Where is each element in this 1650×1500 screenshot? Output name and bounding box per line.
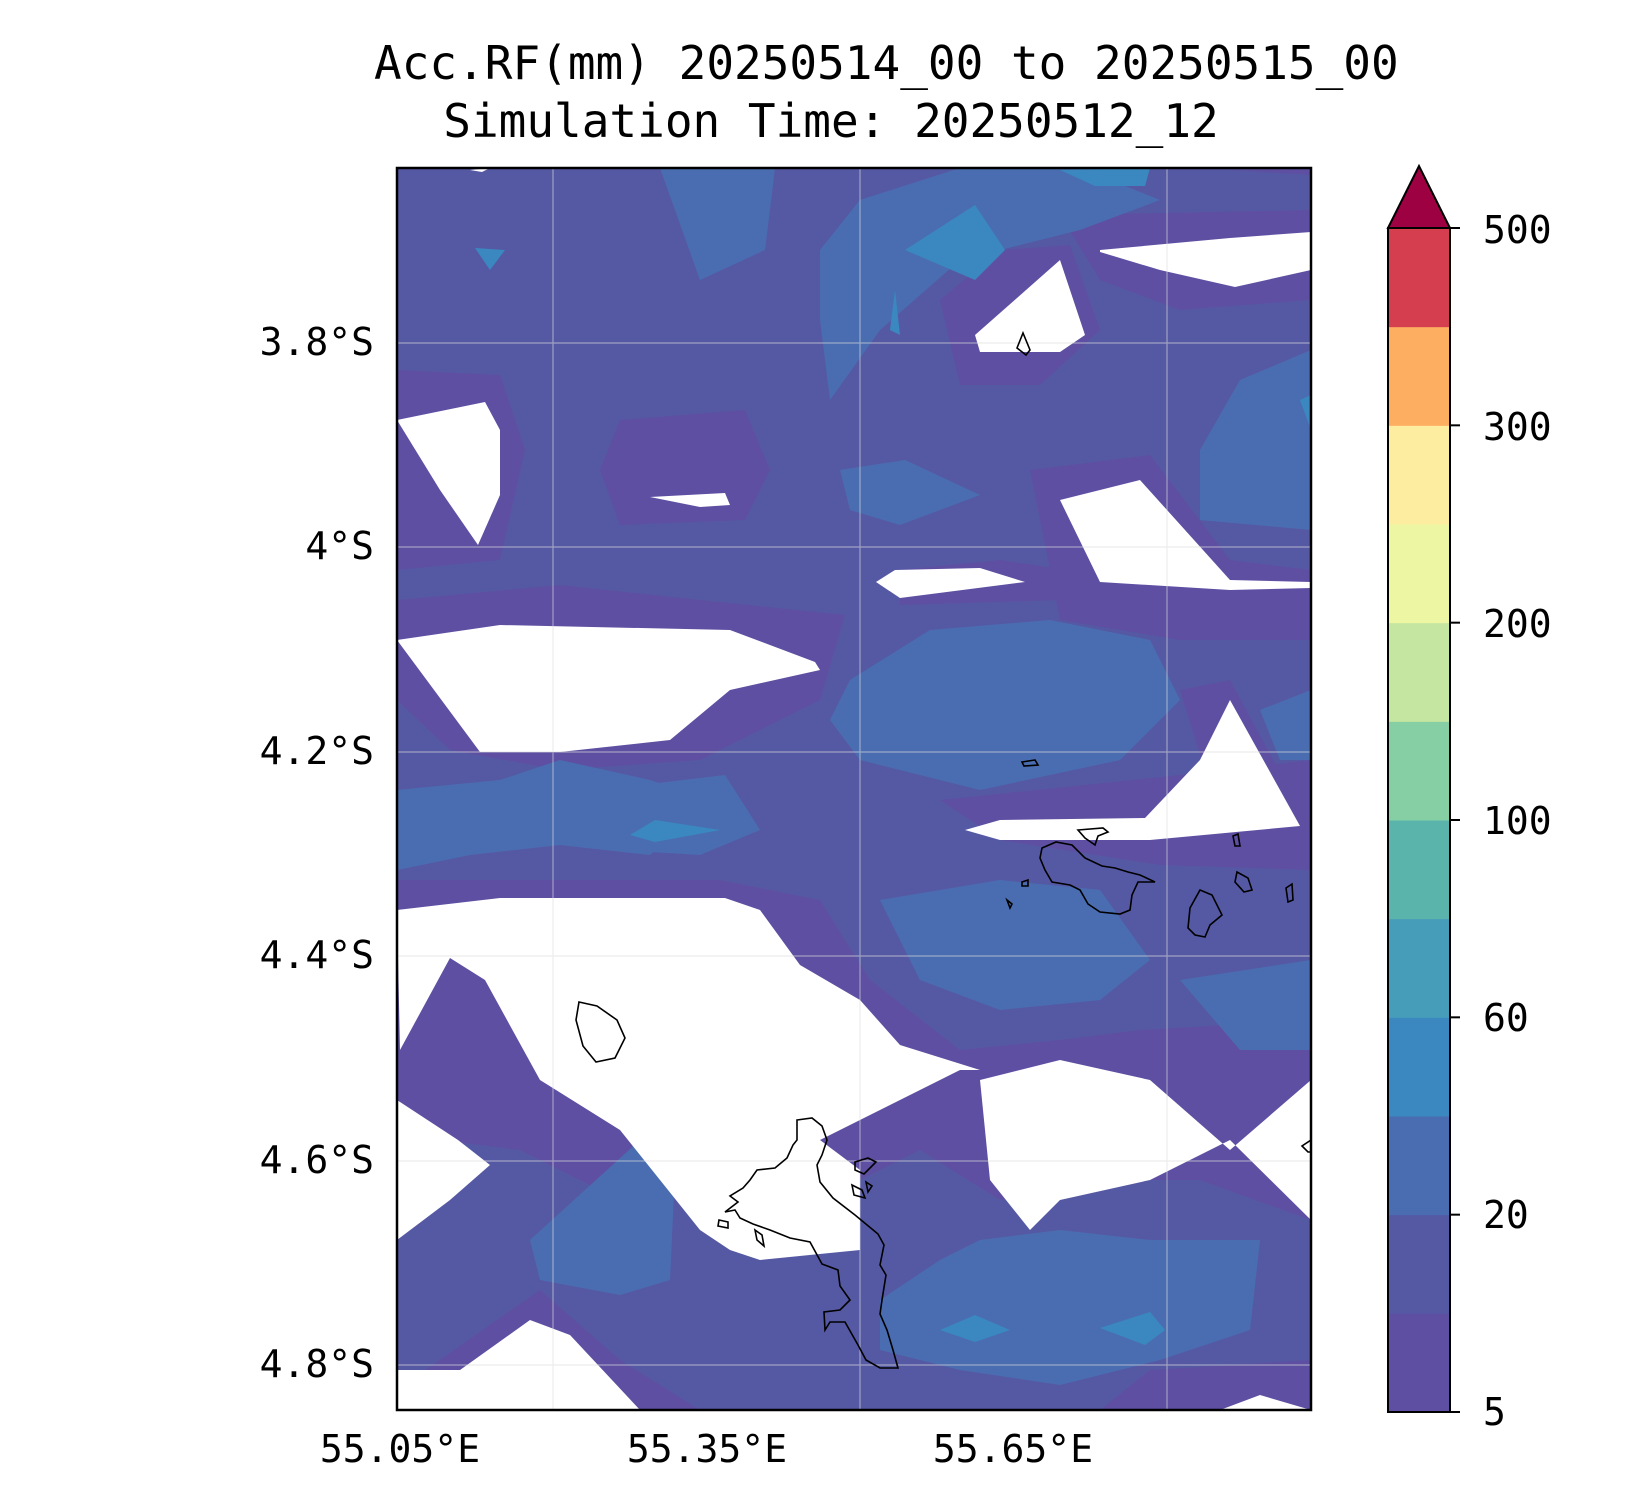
colorbar-segment	[1388, 1116, 1450, 1216]
lat-tick-label: 4.8°S	[260, 1342, 374, 1386]
dry-area	[876, 568, 1025, 598]
colorbar-tick-label: 5	[1483, 1390, 1506, 1434]
lat-tick-label: 3.8°S	[260, 320, 374, 364]
colorbar-tick-label: 20	[1483, 1193, 1529, 1237]
rain-area	[840, 460, 980, 525]
lat-tick-label: 4.4°S	[260, 933, 374, 977]
colorbar-tick-label: 300	[1483, 405, 1552, 449]
lat-tick-label: 4.6°S	[260, 1138, 374, 1182]
colorbar-tick-label: 500	[1483, 208, 1552, 252]
rain-area	[905, 205, 1005, 280]
coastline-islet	[1300, 1139, 1311, 1153]
rain-area	[600, 410, 770, 525]
coastline-islet	[850, 1183, 867, 1200]
rain-area	[940, 1315, 1010, 1342]
coastline-islet	[854, 1157, 878, 1175]
rain-area	[1180, 960, 1311, 1050]
dry-area	[650, 493, 730, 507]
rainfall-map	[397, 168, 1311, 1410]
rain-area	[880, 880, 1150, 1010]
figure-subtitle: Simulation Time: 20250512_12	[443, 94, 1219, 148]
colorbar-segment	[1388, 820, 1450, 920]
coastline-islet	[1021, 878, 1029, 887]
colorbar-segment	[1388, 1214, 1450, 1314]
dry-area	[1220, 1395, 1311, 1410]
coastline-denis-island	[575, 1001, 626, 1063]
colorbar-segment	[1388, 721, 1450, 821]
coastline-mahe-island	[724, 1117, 900, 1369]
dry-area	[980, 1060, 1311, 1230]
map-frame	[395, 166, 1313, 1412]
colorbar-tick-label: 100	[1483, 799, 1552, 843]
colorbar-extend-arrow	[1386, 163, 1452, 229]
rain-area	[475, 248, 505, 270]
no-rain-areas	[397, 168, 1311, 1410]
lat-tick-label: 4°S	[305, 524, 374, 568]
dry-area	[397, 898, 980, 1260]
colorbar-segment	[1388, 425, 1450, 525]
rain-area	[1200, 350, 1311, 530]
colorbar	[1386, 163, 1460, 1413]
coastline-islet	[1016, 330, 1031, 357]
coastline-islet	[1020, 759, 1040, 767]
coastline-islet	[753, 1228, 766, 1249]
rain-area	[1300, 395, 1311, 430]
coastline-praslin-island	[1039, 841, 1156, 915]
rain-area	[1230, 168, 1311, 175]
coastline-islet	[1285, 882, 1294, 904]
lon-tick-labels: 55.05°E 55.35°E 55.65°E	[320, 1427, 1093, 1471]
dry-area	[975, 260, 1085, 352]
lon-tick-label: 55.35°E	[627, 1427, 787, 1471]
colorbar-tick-label: 200	[1483, 602, 1552, 646]
map-gridlines	[397, 168, 1311, 1410]
coastline-islet	[1005, 897, 1014, 910]
rain-area	[660, 168, 775, 280]
lat-tick-labels: 3.8°S 4°S 4.2°S 4.4°S 4.6°S 4.8°S	[260, 320, 374, 1386]
rain-area	[530, 1140, 675, 1295]
colorbar-tick-labels: 500 300 200 100 60 20 5	[1483, 208, 1552, 1434]
dry-area	[1100, 232, 1311, 287]
colorbar-segment	[1388, 524, 1450, 624]
rain-area	[630, 820, 720, 842]
colorbar-segment	[1388, 622, 1450, 722]
coastline-la-digue-island	[1187, 888, 1223, 938]
colorbar-tick-label: 60	[1483, 996, 1529, 1040]
lon-tick-label: 55.05°E	[320, 1427, 480, 1471]
rain-area	[820, 168, 1160, 400]
dry-area	[397, 402, 500, 545]
coastline-islet	[717, 1219, 729, 1229]
dry-area	[965, 700, 1300, 840]
rain-area	[1060, 168, 1150, 186]
coastline-islet	[1234, 870, 1254, 893]
colorbar-segment	[1388, 326, 1450, 426]
coastline-islet	[1232, 832, 1241, 847]
rain-area	[880, 1230, 1260, 1385]
dry-area	[397, 1100, 490, 1240]
lon-tick-label: 55.65°E	[933, 1427, 1093, 1471]
colorbar-segment	[1388, 1017, 1450, 1117]
colorbar-segment	[1388, 1313, 1450, 1413]
lat-tick-label: 4.2°S	[260, 729, 374, 773]
coastline-islet	[864, 1180, 874, 1195]
heavy-rain-spots	[475, 168, 1311, 1345]
coastline-islet	[1076, 827, 1110, 847]
colorbar-segment	[1388, 228, 1450, 328]
rain-area	[890, 290, 900, 335]
rain-area	[1260, 690, 1311, 760]
colorbar-segment	[1388, 918, 1450, 1018]
dry-area	[1060, 480, 1311, 590]
rain-area	[830, 620, 1180, 790]
coastlines	[575, 330, 1311, 1369]
dry-area	[397, 625, 820, 752]
rain-area	[1100, 1312, 1165, 1345]
